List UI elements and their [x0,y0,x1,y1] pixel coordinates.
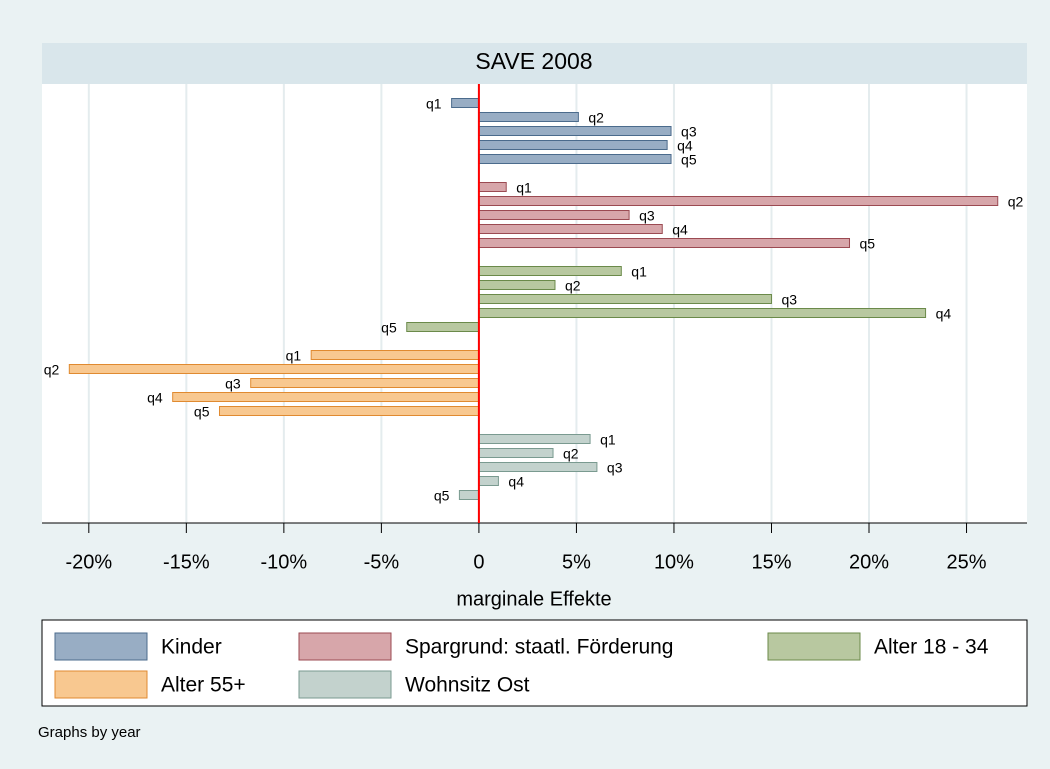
bar-label: q5 [381,320,397,336]
bar-label: q1 [426,96,442,112]
x-tick-label: -15% [163,551,210,573]
legend [41,619,1028,707]
legend-label: Spargrund: staatl. Förderung [405,636,674,659]
bar [250,378,480,388]
bar [478,210,630,220]
bar-label: q5 [194,404,210,420]
bar-label: q1 [600,432,616,448]
bar [478,140,668,150]
bar-label: q5 [860,236,876,252]
legend-swatch [54,632,148,661]
bar-label: q3 [639,208,655,224]
bar [478,154,672,164]
bar-label: q4 [936,306,952,322]
legend-swatch [767,632,861,661]
bar [172,392,480,402]
bar [478,294,772,304]
bar-label: q5 [434,488,450,504]
bar-label: q5 [681,152,697,168]
title-band [42,43,1027,84]
legend-swatch [298,670,392,699]
bar-label: q3 [225,376,241,392]
x-axis-title: marginale Effekte [456,588,611,610]
legend-label: Alter 55+ [161,674,246,697]
bar [68,364,480,374]
bar-label: q3 [681,124,697,140]
bar [478,280,556,290]
chart-title: SAVE 2008 [475,48,592,74]
bar-label: q2 [563,446,579,462]
x-tick-label: -5% [364,551,400,573]
bar [478,476,499,486]
bar [478,182,507,192]
bar-label: q1 [516,180,532,196]
bar [478,308,927,318]
x-tick-label: 5% [562,551,591,573]
bar-label: q2 [1008,194,1024,210]
bar-label: q4 [508,474,524,490]
bar-label: q4 [672,222,688,238]
bar-label: q2 [44,362,60,378]
bar-label: q2 [565,278,581,294]
legend-swatch [54,670,148,699]
bar [478,126,672,136]
x-tick-label: 25% [947,551,987,573]
bar [478,448,554,458]
x-tick-label: 0 [473,551,484,573]
bar [406,322,480,332]
x-tick-label: 15% [751,551,791,573]
x-tick-label: 10% [654,551,694,573]
bar-label: q3 [607,460,623,476]
bar [310,350,480,360]
bar [458,490,480,500]
x-tick-label: 20% [849,551,889,573]
bar [451,98,480,108]
note: Graphs by year [38,724,141,741]
bar-label: q3 [781,292,797,308]
bar [478,266,622,276]
bar [478,112,579,122]
bar [478,238,851,248]
bar-label: q1 [286,348,302,364]
bar [478,434,591,444]
bar [478,196,999,206]
bar [218,406,480,416]
bar-label: q2 [588,110,604,126]
bar [478,462,598,472]
x-tick-label: -10% [261,551,308,573]
legend-swatch [298,632,392,661]
legend-label: Alter 18 - 34 [874,636,989,659]
bar-label: q4 [147,390,163,406]
legend-label: Wohnsitz Ost [405,674,530,697]
legend-label: Kinder [161,636,222,659]
bar-label: q4 [677,138,693,154]
bar [478,224,663,234]
x-tick-label: -20% [65,551,112,573]
bar-label: q1 [631,264,647,280]
